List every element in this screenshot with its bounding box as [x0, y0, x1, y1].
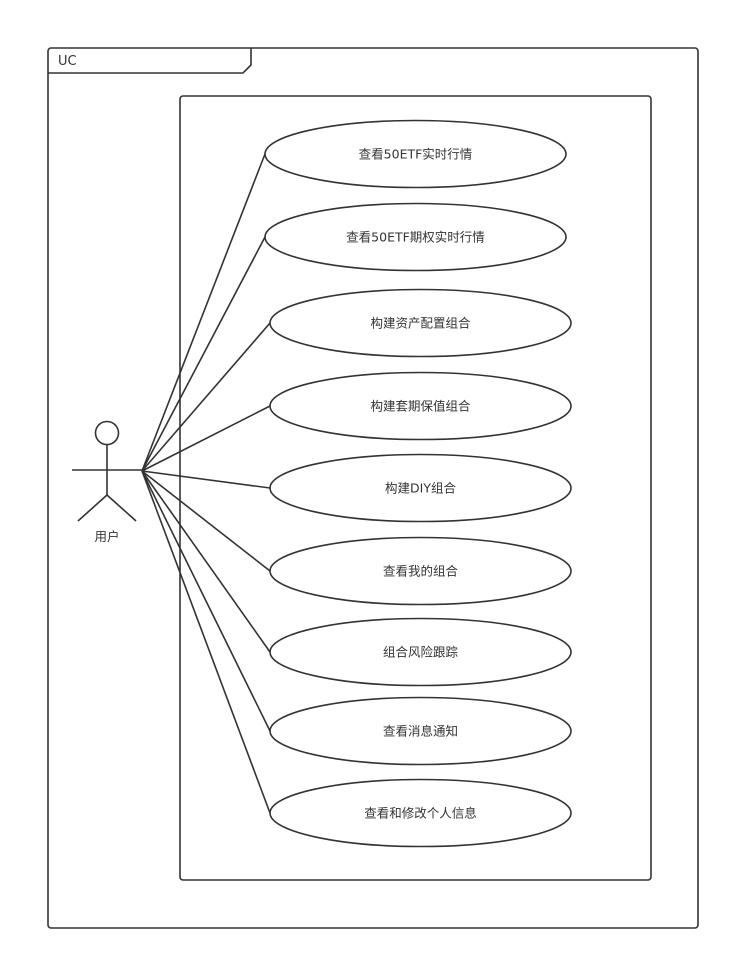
use-case-label: 构建DIY组合: [385, 481, 456, 496]
uc-frame-title: UC: [58, 54, 77, 69]
use-case: 查看50ETF实时行情: [264, 119, 567, 189]
association-line: [141, 470, 271, 732]
actor-user: 用户: [72, 420, 142, 544]
association-line: [141, 405, 271, 472]
association-line: [141, 470, 271, 489]
use-case-label: 组合风险跟踪: [383, 645, 459, 660]
use-case: 构建DIY组合: [269, 453, 572, 523]
use-case-ellipse: [264, 119, 567, 189]
uc-frame: [47, 47, 699, 929]
association-line: [141, 322, 271, 472]
use-case: 查看50ETF期权实时行情: [264, 202, 567, 272]
use-case-label: 查看和修改个人信息: [364, 806, 477, 821]
actor-right-leg: [106, 494, 137, 522]
use-case-label: 构建资产配置组合: [370, 316, 471, 331]
use-case-ellipse: [269, 371, 572, 441]
use-case: 查看消息通知: [269, 696, 572, 766]
associations: [141, 153, 271, 814]
use-case-ellipse: [269, 778, 572, 848]
association-line: [141, 470, 271, 814]
use-cases: 查看50ETF实时行情查看50ETF期权实时行情构建资产配置组合构建套期保值组合…: [264, 119, 572, 848]
uc-frame-tab: [48, 48, 252, 74]
use-case-ellipse: [264, 202, 567, 272]
use-case: 查看我的组合: [269, 536, 572, 606]
use-case-label: 查看50ETF期权实时行情: [346, 230, 485, 245]
actor-label: 用户: [94, 529, 119, 544]
system-boundary: [179, 95, 652, 881]
use-case-ellipse: [269, 617, 572, 687]
use-case-label: 查看50ETF实时行情: [359, 147, 473, 162]
use-case-label: 构建套期保值组合: [370, 399, 471, 414]
actor-head: [94, 420, 120, 446]
association-line: [141, 236, 266, 472]
association-line: [141, 153, 266, 472]
association-line: [141, 470, 271, 572]
use-case: 组合风险跟踪: [269, 617, 572, 687]
use-case-ellipse: [269, 536, 572, 606]
actor-left-leg: [77, 494, 108, 522]
use-case-ellipse: [269, 288, 572, 358]
use-case: 构建资产配置组合: [269, 288, 572, 358]
use-case-ellipse: [269, 696, 572, 766]
use-case: 查看和修改个人信息: [269, 778, 572, 848]
use-case: 构建套期保值组合: [269, 371, 572, 441]
use-case-label: 查看消息通知: [383, 724, 458, 739]
use-case-label: 查看我的组合: [383, 564, 459, 579]
association-line: [141, 470, 271, 653]
use-case-ellipse: [269, 453, 572, 523]
